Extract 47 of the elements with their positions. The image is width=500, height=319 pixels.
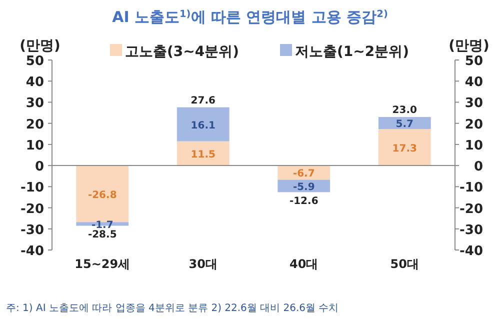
x-tick-label: 30대 <box>188 257 218 271</box>
legend-label: 저노출(1~2분위) <box>295 44 410 60</box>
x-tick-label: 50대 <box>390 257 419 271</box>
x-tick-label: 15~29세 <box>74 257 130 271</box>
y-tick-label: -10 <box>20 180 44 196</box>
y-tick-label: 40 <box>26 75 44 90</box>
data-label: -6.7 <box>292 168 315 180</box>
data-label: 11.5 <box>190 149 216 160</box>
y-tick-label: 0 <box>34 160 44 175</box>
y2-tick-label: 50 <box>464 54 483 69</box>
y2-tick-label: -20 <box>460 202 483 217</box>
y2-axis-title: (만명) <box>448 38 490 54</box>
total-label: -12.6 <box>289 196 318 208</box>
bar <box>76 166 129 222</box>
y-tick-label: 30 <box>26 96 44 112</box>
y-tick-label: -30 <box>20 222 44 238</box>
y-tick-label: -20 <box>20 202 44 217</box>
bar <box>378 117 431 130</box>
total-label: -28.5 <box>88 230 117 241</box>
y2-tick-label: 20 <box>464 117 483 132</box>
y2-tick-label: -10 <box>460 180 483 196</box>
y2-tick-label: 0 <box>474 160 483 175</box>
total-label: 27.6 <box>190 95 216 106</box>
y2-tick-label: 40 <box>464 75 483 90</box>
bar <box>176 141 230 166</box>
legend-label: 고노출(3~4분위) <box>125 44 240 60</box>
data-label: -5.9 <box>292 182 315 193</box>
data-label: 17.3 <box>392 143 417 154</box>
y-tick-label: -40 <box>20 244 44 259</box>
y2-tick-label: -30 <box>460 222 483 238</box>
y-tick-label: 20 <box>26 117 44 132</box>
y-axis-title: (만명) <box>20 38 60 54</box>
data-label: -26.8 <box>88 190 117 201</box>
total-label: 23.0 <box>392 105 417 116</box>
data-label: 5.7 <box>396 119 414 130</box>
bar <box>378 129 431 166</box>
y2-tick-label: 30 <box>464 96 483 112</box>
text: 주: 1) AI 노출도에 따라 업종을 4분위로 분류 2) 22.6월 대비 26.6월 수치 <box>6 303 339 314</box>
y2-tick-label: 10 <box>464 138 483 154</box>
data-label: -1.7 <box>91 220 114 231</box>
data-label: 16.1 <box>190 120 216 132</box>
x-tick-label: 40대 <box>290 257 318 271</box>
y2-tick-label: -40 <box>460 244 483 259</box>
bar <box>176 107 230 142</box>
chart-title: AI 노출도$^{1)}$에 따른 연령대별 고용 증감$^{2)}$ <box>112 8 388 26</box>
y-tick-label: 10 <box>26 138 44 154</box>
y-tick-label: 50 <box>26 54 44 69</box>
